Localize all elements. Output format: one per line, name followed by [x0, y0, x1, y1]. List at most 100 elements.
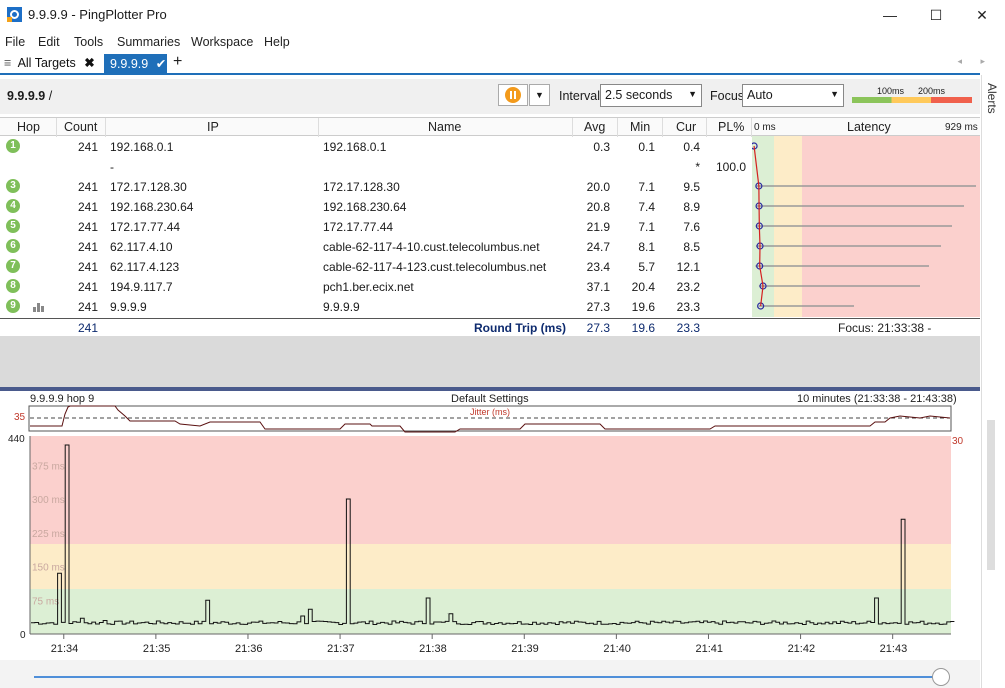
scale-min-label: 0 ms	[754, 122, 776, 133]
table-row[interactable]: 7 241 62.117.4.123 cable-62-117-4-123.cust.…	[0, 257, 752, 277]
summary-cur: 23.3	[676, 321, 700, 335]
focus-select[interactable]: Auto ▼	[742, 84, 844, 107]
focus-label: Focus	[710, 89, 745, 103]
table-row[interactable]: 4 241 192.168.230.64 192.168.230.64 20.8 7.4 8…	[0, 197, 752, 217]
summary-row: 241 Round Trip (ms) 27.3 19.6 23.3 Focus…	[0, 318, 980, 349]
hop-latency-graph	[752, 136, 980, 317]
x-tick-label: 21:39	[511, 643, 539, 655]
cell-count: 241	[77, 280, 98, 294]
summary-avg: 27.3	[586, 321, 610, 335]
cell-min: 0.1	[638, 140, 655, 154]
legend-200ms: 200ms	[918, 86, 946, 96]
col-latency[interactable]: Latency	[847, 120, 891, 134]
hop-number-badge: 1	[6, 139, 20, 153]
title-bar: 9.9.9.9 - PingPlotter Pro — ☐ ✕	[0, 0, 1005, 30]
pane-splitter[interactable]	[0, 387, 980, 391]
pause-icon	[505, 87, 521, 103]
close-tab-icon[interactable]: ✖	[84, 56, 95, 70]
cell-min: 7.1	[638, 220, 655, 234]
scale-max-label: 929 ms	[945, 122, 978, 133]
x-tick-label: 21:36	[235, 643, 263, 655]
cell-ip: 172.17.128.30	[110, 180, 187, 194]
chart-settings-label[interactable]: Default Settings	[451, 393, 529, 405]
minimize-button[interactable]: —	[883, 7, 897, 23]
interval-select[interactable]: 2.5 seconds ▼	[600, 84, 702, 107]
col-cur[interactable]: Cur	[676, 120, 697, 134]
y-tick-label: 225 ms	[32, 529, 65, 540]
cell-name: pch1.ber.ecix.net	[323, 280, 414, 294]
x-tick-label: 21:41	[695, 643, 723, 655]
cell-ip: 62.117.4.123	[110, 260, 180, 274]
col-name[interactable]: Name	[428, 120, 462, 134]
hop-number-badge: 5	[6, 219, 20, 233]
table-empty-area	[0, 336, 980, 387]
cell-cur: 23.3	[676, 300, 700, 314]
col-ip[interactable]: IP	[207, 120, 219, 134]
menu-workspace[interactable]: Workspace	[191, 35, 254, 49]
cell-ip: 194.9.117.7	[110, 280, 173, 294]
cell-count: 241	[77, 260, 98, 274]
tab-active-label: 9.9.9.9	[110, 57, 149, 71]
cell-ip: 9.9.9.9	[110, 300, 147, 314]
col-divider	[751, 118, 752, 137]
table-row[interactable]: 3 241 172.17.128.30 172.17.128.30 20.0 7.1 9.5	[0, 177, 752, 197]
cell-count: 241	[77, 240, 98, 254]
col-hop[interactable]: Hop	[17, 120, 40, 134]
col-divider	[105, 118, 106, 137]
table-row[interactable]: 1 241 192.168.0.1 192.168.0.1 0.3 0.1 0.4	[0, 137, 752, 157]
close-button[interactable]: ✕	[976, 7, 988, 23]
maximize-button[interactable]: ☐	[929, 7, 943, 23]
table-row[interactable]: 8 241 194.9.117.7 pch1.ber.ecix.net 37.1 20.4…	[0, 277, 752, 297]
menu-summaries[interactable]: Summaries	[117, 35, 181, 49]
add-tab-button[interactable]: +	[173, 53, 183, 70]
tab-all-targets[interactable]: ≡ All Targets ✖	[4, 55, 95, 73]
pause-dropdown-button[interactable]: ▼	[529, 84, 550, 106]
cell-name: 172.17.77.44	[323, 220, 394, 234]
trace-table: Hop Count IP Name Avg Min Cur PL% 0 ms L…	[0, 117, 980, 349]
interval-value: 2.5 seconds	[605, 88, 673, 102]
menu-edit[interactable]: Edit	[38, 35, 60, 49]
target-breadcrumb: 9.9.9.9 /	[7, 89, 52, 103]
menu-help[interactable]: Help	[264, 35, 290, 49]
window-title: 9.9.9.9 - PingPlotter Pro	[28, 7, 167, 22]
menu-tools[interactable]: Tools	[74, 35, 104, 49]
cell-avg: 24.7	[586, 240, 610, 254]
col-divider	[318, 118, 319, 137]
cell-count: 241	[77, 140, 98, 154]
table-row[interactable]: - * 100.0	[0, 157, 752, 177]
col-min[interactable]: Min	[630, 120, 651, 134]
cell-avg: 21.9	[586, 220, 610, 234]
cell-name: 192.168.230.64	[323, 200, 407, 214]
vertical-scrollbar[interactable]	[983, 120, 1001, 660]
table-row[interactable]: 5 241 172.17.77.44 172.17.77.44 21.9 7.1 7.6	[0, 217, 752, 237]
cell-count: 241	[77, 180, 98, 194]
col-pl[interactable]: PL%	[718, 120, 745, 134]
cell-min: 19.6	[631, 300, 655, 314]
pause-button[interactable]	[498, 84, 528, 106]
hop-avg-line	[753, 145, 764, 307]
graph-icon[interactable]	[33, 303, 45, 312]
y-tick-label: 150 ms	[32, 563, 65, 574]
scroll-thumb[interactable]	[987, 420, 995, 570]
timeline-slider-thumb[interactable]	[932, 668, 950, 686]
cell-ip: 192.168.0.1	[110, 140, 174, 154]
latency-trace	[31, 444, 955, 625]
y-max-label: 440	[8, 434, 25, 445]
col-count[interactable]: Count	[64, 120, 98, 134]
menu-file[interactable]: File	[5, 35, 26, 49]
cell-avg: 37.1	[586, 280, 610, 294]
cell-min: 20.4	[631, 280, 655, 294]
table-row[interactable]: 9 241 9.9.9.9 9.9.9.9 27.3 19.6 23.3	[0, 297, 752, 317]
timeline-slider-track[interactable]	[34, 676, 944, 678]
target-name: 9.9.9.9	[7, 89, 46, 103]
cell-cur: 9.5	[683, 180, 700, 194]
tab-target-9-9-9-9[interactable]: 9.9.9.9 ✔	[104, 54, 167, 74]
cell-name: 9.9.9.9	[323, 300, 360, 314]
cell-count: 241	[77, 200, 98, 214]
tab-scroll-arrows[interactable]: ◂ ▸	[957, 56, 993, 66]
table-row[interactable]: 6 241 62.117.4.10 cable-62-117-4-10.cust.te…	[0, 237, 752, 257]
table-header: Hop Count IP Name Avg Min Cur PL% 0 ms L…	[0, 117, 980, 137]
col-avg[interactable]: Avg	[584, 120, 606, 134]
